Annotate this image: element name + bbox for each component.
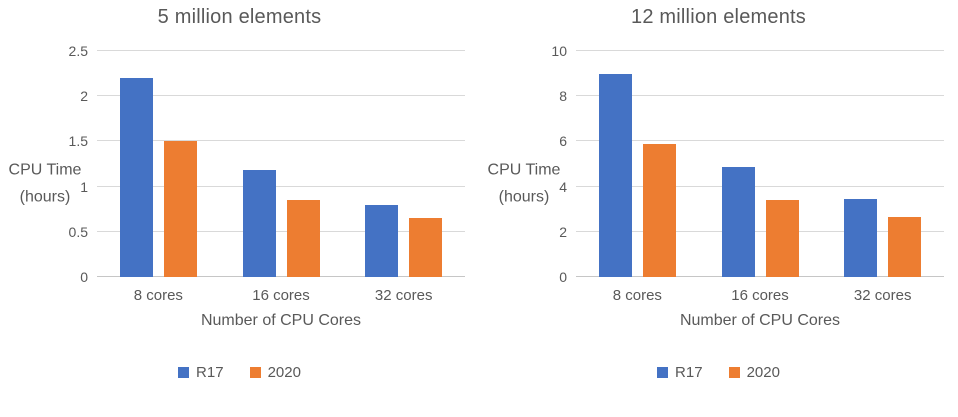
bar-R17-8-cores bbox=[598, 73, 632, 277]
y-tick-label-0: 0 bbox=[80, 269, 88, 285]
y-axis-title-line: CPU Time bbox=[8, 161, 82, 179]
bar-2020-8-cores bbox=[642, 143, 676, 277]
y-tick-label-1: 1 bbox=[80, 178, 88, 195]
bar-groups bbox=[576, 51, 944, 277]
legend-label: R17 bbox=[675, 364, 703, 381]
y-tick-label-2: 2 bbox=[559, 223, 567, 240]
legend-swatch-R17 bbox=[178, 367, 190, 378]
bar-group-32-cores bbox=[342, 51, 465, 277]
legend-label: 2020 bbox=[746, 364, 780, 381]
gridline-0 bbox=[576, 276, 944, 277]
legend-item-2020: 2020 bbox=[728, 364, 780, 381]
x-tick-label-8-cores: 8 cores bbox=[133, 287, 183, 304]
plot-area: 0 2 4 6 8 10 bbox=[551, 44, 944, 284]
bar-group-8-cores bbox=[97, 51, 220, 277]
legend-label: 2020 bbox=[267, 364, 301, 381]
gridline-0 bbox=[97, 276, 465, 277]
y-tick-label-0.5: 0.5 bbox=[68, 223, 88, 240]
y-tick-label-2.5: 2.5 bbox=[68, 43, 88, 59]
y-tick-label-2: 2 bbox=[80, 88, 88, 105]
gridline-2.5 bbox=[97, 50, 465, 51]
bar-2020-16-cores bbox=[765, 200, 799, 277]
bar-group-16-cores bbox=[699, 51, 822, 277]
legend-swatch-2020 bbox=[249, 367, 261, 378]
y-tick-label-10: 10 bbox=[551, 43, 567, 59]
gridline-2 bbox=[576, 230, 944, 232]
y-axis-title: CPU Time (hours) bbox=[479, 158, 569, 211]
legend: R17 2020 bbox=[479, 364, 958, 381]
chart-plot-row: CPU Time (hours) 0 0.5 1 1.5 2 2.5 bbox=[0, 44, 479, 284]
bar-2020-32-cores bbox=[888, 217, 922, 277]
legend-swatch-2020 bbox=[728, 367, 740, 378]
chart-plot-row: CPU Time (hours) 0 2 4 6 8 10 bbox=[479, 44, 958, 284]
bar-groups bbox=[97, 51, 465, 277]
x-tick-label-32-cores: 32 cores bbox=[853, 287, 912, 304]
bar-group-32-cores bbox=[821, 51, 944, 277]
x-tick-label-8-cores: 8 cores bbox=[612, 287, 662, 304]
plot-area: 0 0.5 1 1.5 2 2.5 bbox=[69, 44, 465, 284]
gridline-4 bbox=[576, 185, 944, 187]
bar-R17-8-cores bbox=[119, 78, 153, 277]
chart-panel-12-million-elements: 12 million elements CPU Time (hours) 0 2 4 6… bbox=[479, 0, 958, 417]
chart-panel-5-million-elements: 5 million elements CPU Time (hours) 0 0.5 1… bbox=[0, 6, 479, 381]
bar-R17-32-cores bbox=[844, 199, 878, 277]
y-tick-label-1.5: 1.5 bbox=[68, 133, 88, 150]
gridline-0.5 bbox=[97, 230, 465, 232]
y-axis-title-line: CPU Time bbox=[487, 161, 561, 179]
bar-2020-8-cores bbox=[163, 141, 197, 277]
y-axis-title-line: (hours) bbox=[498, 188, 550, 206]
chart-title: 12 million elements bbox=[631, 6, 806, 28]
bar-R17-16-cores bbox=[242, 170, 276, 277]
legend-label: R17 bbox=[196, 364, 224, 381]
gridline-10 bbox=[576, 50, 944, 51]
gridline-2 bbox=[97, 95, 465, 97]
y-tick-label-8: 8 bbox=[559, 88, 567, 105]
x-tick-row: 8 cores 16 cores 32 cores bbox=[97, 287, 465, 304]
legend-item-R17: R17 bbox=[178, 364, 224, 381]
bar-R17-16-cores bbox=[721, 167, 755, 277]
legend-item-2020: 2020 bbox=[249, 364, 301, 381]
x-tick-label-32-cores: 32 cores bbox=[374, 287, 433, 304]
bar-2020-32-cores bbox=[409, 218, 443, 277]
x-axis-title: Number of CPU Cores bbox=[200, 312, 362, 329]
bar-R17-32-cores bbox=[365, 204, 399, 277]
bar-group-8-cores bbox=[576, 51, 699, 277]
legend-item-R17: R17 bbox=[657, 364, 703, 381]
y-axis-title-line: (hours) bbox=[19, 188, 71, 206]
gridline-8 bbox=[576, 95, 944, 97]
legend: R17 2020 bbox=[0, 364, 479, 381]
chart-title: 5 million elements bbox=[157, 6, 322, 28]
gridline-6 bbox=[576, 140, 944, 142]
bar-group-16-cores bbox=[220, 51, 343, 277]
gridline-1.5 bbox=[97, 140, 465, 142]
x-axis-title: Number of CPU Cores bbox=[679, 312, 841, 329]
y-tick-label-6: 6 bbox=[559, 133, 567, 150]
x-tick-label-16-cores: 16 cores bbox=[731, 287, 789, 304]
x-tick-row: 8 cores 16 cores 32 cores bbox=[576, 287, 944, 304]
gridline-1 bbox=[97, 185, 465, 187]
y-tick-label-4: 4 bbox=[559, 178, 567, 195]
y-axis-title: CPU Time (hours) bbox=[0, 158, 90, 211]
legend-swatch-R17 bbox=[657, 367, 669, 378]
y-tick-label-0: 0 bbox=[559, 269, 567, 285]
bar-2020-16-cores bbox=[286, 200, 320, 277]
x-tick-label-16-cores: 16 cores bbox=[252, 287, 310, 304]
